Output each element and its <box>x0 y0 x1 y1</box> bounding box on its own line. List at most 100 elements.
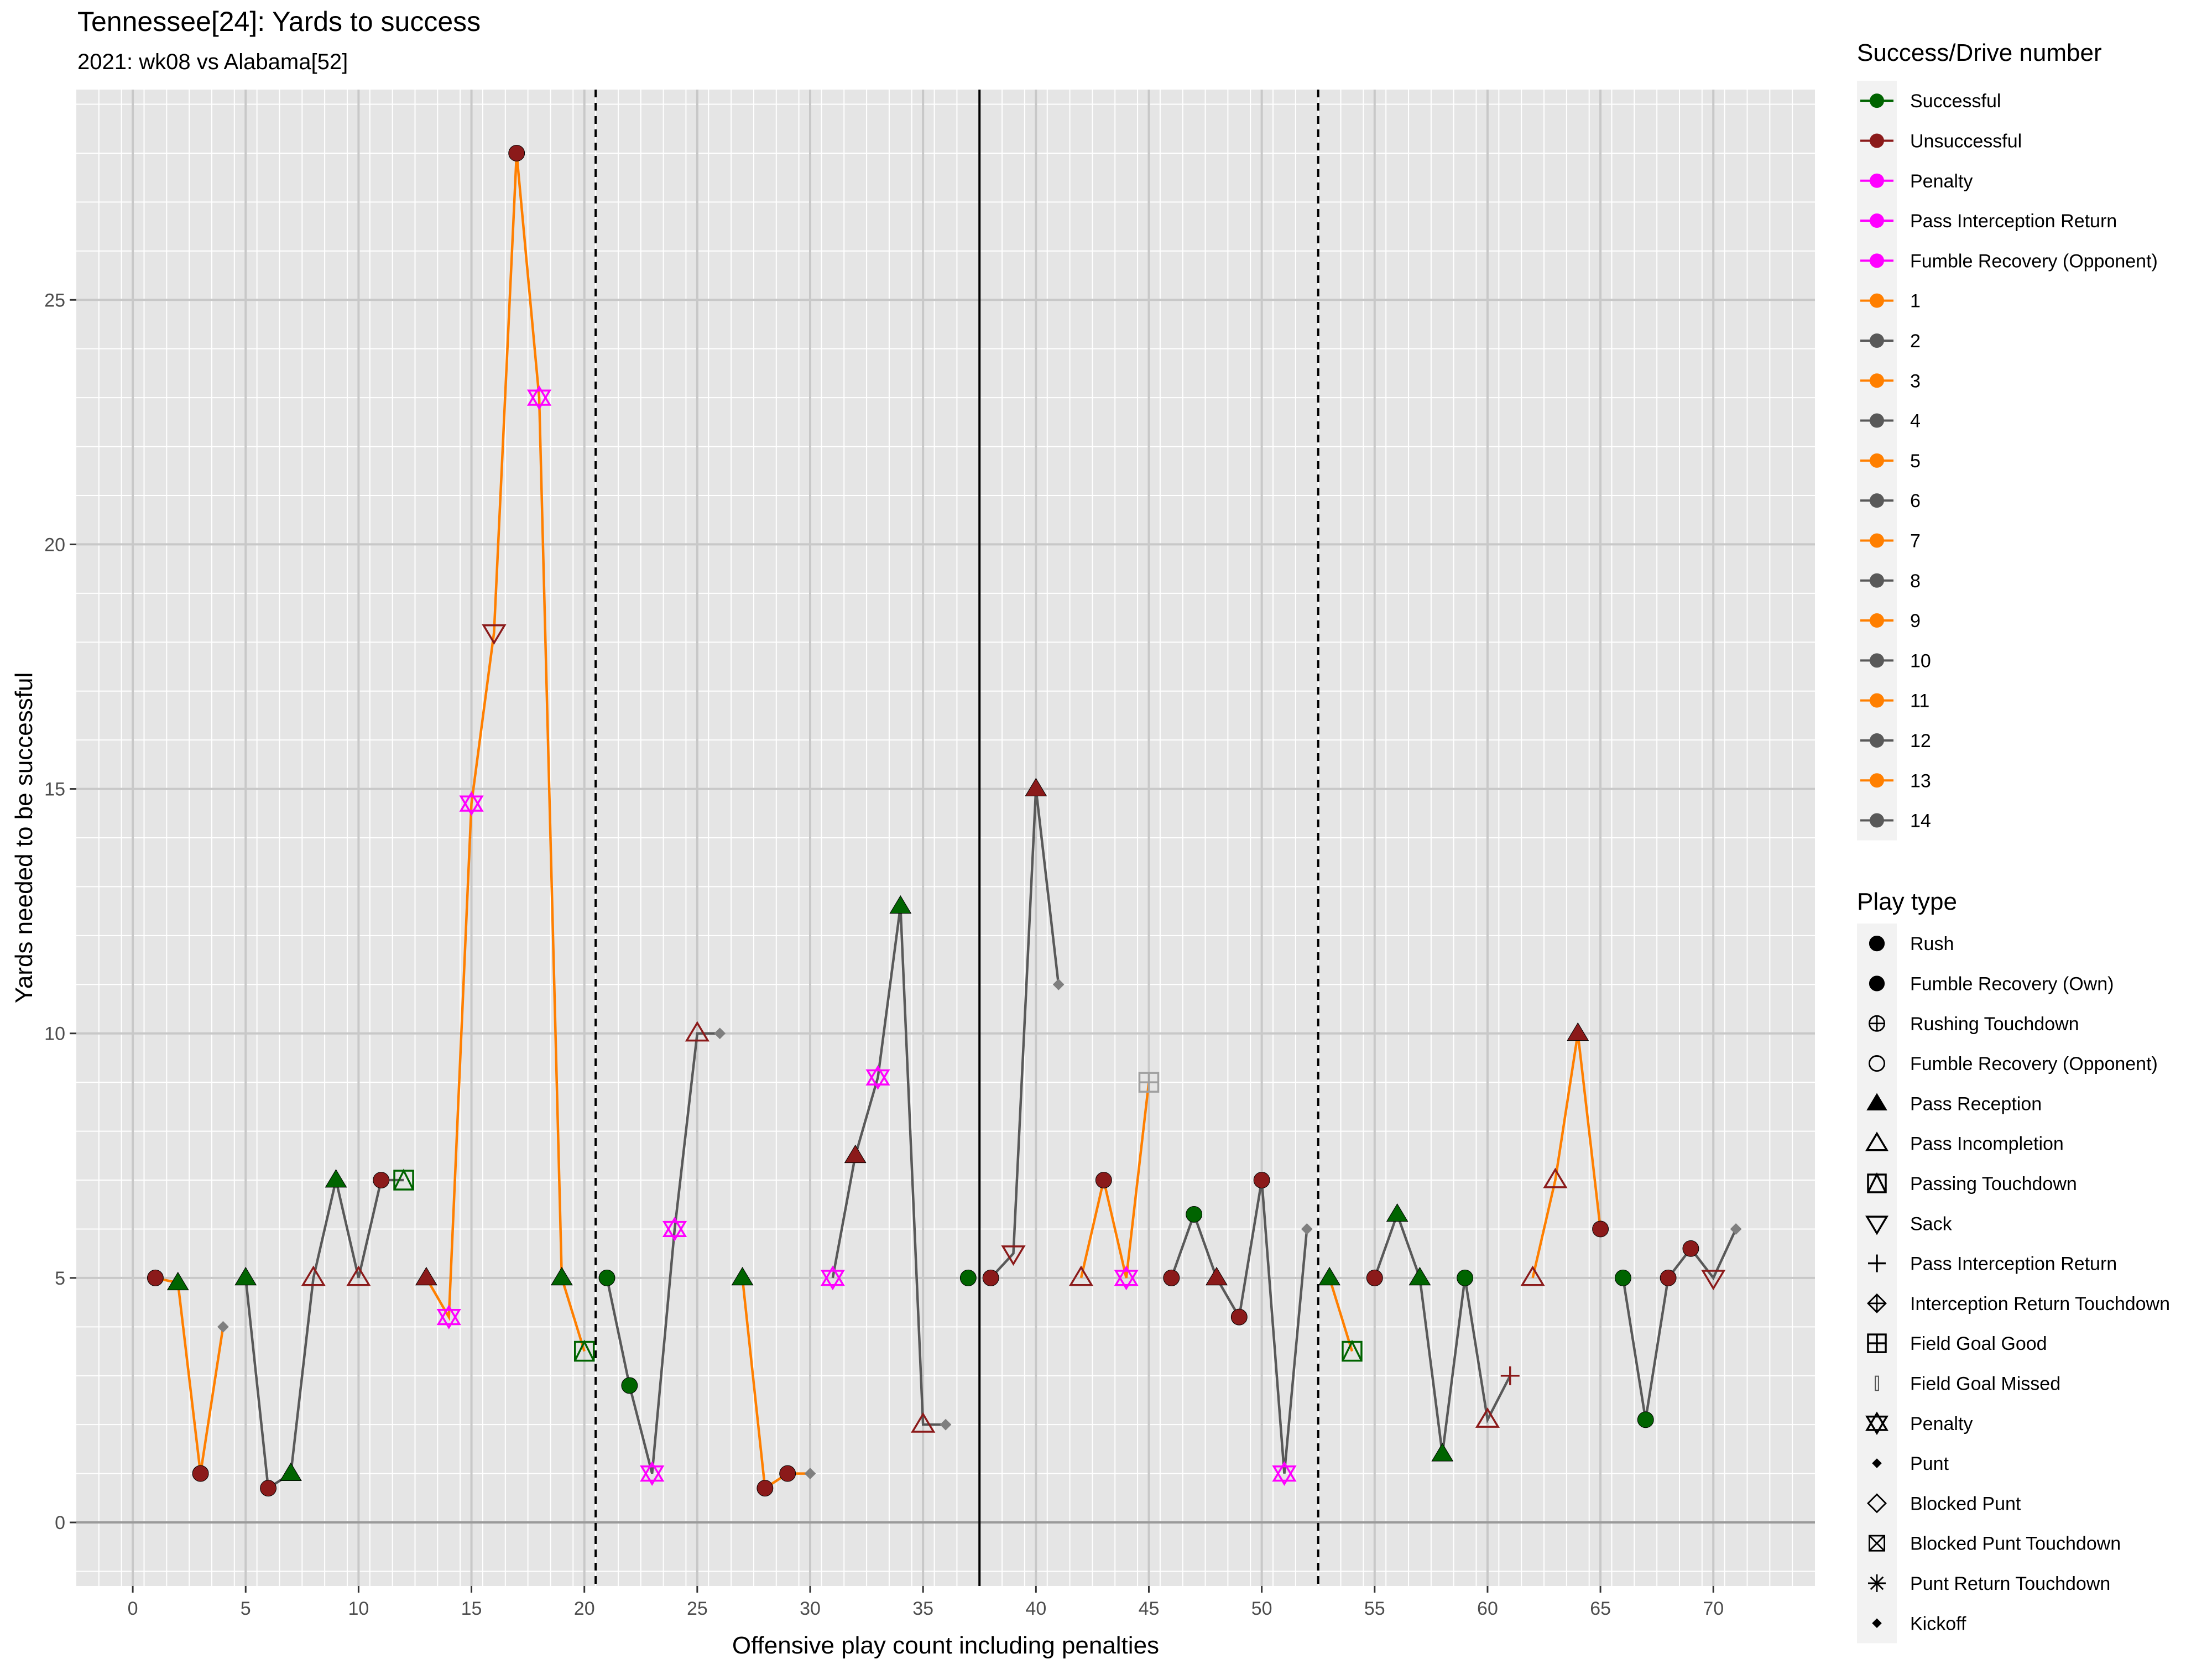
marker-shape <box>301 1265 326 1286</box>
marker-shape <box>1408 1266 1431 1286</box>
play-point-57 <box>1408 1266 1431 1286</box>
play-point-52 <box>1301 1223 1313 1235</box>
marker-shape <box>804 1468 816 1480</box>
marker-shape <box>1730 1223 1742 1235</box>
play-point-42 <box>1068 1265 1094 1286</box>
marker-shape <box>1870 1576 1884 1590</box>
legend-playtype-label: Pass Reception <box>1910 1093 2042 1114</box>
play-point-18 <box>526 385 552 410</box>
marker-shape <box>1230 1308 1248 1326</box>
marker-shape <box>1869 1535 1885 1552</box>
marker-shape <box>1868 1535 1885 1552</box>
x-tick-label: 60 <box>1477 1598 1498 1619</box>
legend-key-dot <box>1870 413 1884 428</box>
legend-success-label: 1 <box>1910 291 1921 312</box>
marker-shape <box>1682 1240 1699 1257</box>
marker-shape <box>166 1271 189 1291</box>
play-point-17 <box>508 145 525 161</box>
legend-success-label: 9 <box>1910 611 1921 632</box>
marker-shape <box>731 1266 754 1286</box>
x-tick-label: 50 <box>1251 1598 1272 1619</box>
play-point-58 <box>1431 1443 1454 1462</box>
legend-success-key-11 <box>1860 693 1893 708</box>
marker-shape <box>1095 1172 1112 1188</box>
marker-shape <box>820 1270 845 1291</box>
marker-shape <box>482 624 507 645</box>
play-point-62 <box>1520 1265 1545 1286</box>
play-point-1 <box>147 1269 164 1286</box>
marker-shape <box>1457 1269 1474 1286</box>
marker-shape <box>640 1465 665 1486</box>
legend-success-label: Pass Interception Return <box>1910 211 2117 232</box>
play-point-69 <box>1682 1240 1699 1257</box>
x-tick-label: 30 <box>800 1598 821 1619</box>
play-point-25 <box>685 1021 709 1042</box>
play-point-44 <box>1114 1265 1139 1291</box>
legend-playtype-label: Fumble Recovery (Own) <box>1910 973 2114 994</box>
legend-key-dot <box>1870 653 1884 668</box>
legend-success-label: Unsuccessful <box>1910 131 2022 152</box>
play-point-51 <box>1272 1461 1297 1486</box>
legend-playtype-key-blocked-punt <box>1867 1493 1887 1514</box>
x-tick-label: 20 <box>574 1598 595 1619</box>
play-point-37 <box>959 1269 977 1286</box>
legend-playtype-label: Field Goal Good <box>1910 1333 2047 1354</box>
marker-shape <box>574 1339 595 1361</box>
marker-shape <box>1865 1415 1889 1436</box>
marker-shape <box>373 1172 390 1188</box>
drive-line-3 <box>425 153 586 1352</box>
marker-shape <box>959 1269 977 1286</box>
marker-shape <box>393 1168 414 1190</box>
legend-playtype-label: Kickoff <box>1910 1613 1966 1634</box>
legend-key-dot <box>1870 613 1884 628</box>
drive-line-13 <box>1531 1033 1602 1279</box>
marker-shape <box>147 1269 164 1286</box>
marker-shape <box>1868 1055 1885 1072</box>
marker-shape <box>889 895 912 914</box>
marker-shape <box>662 1217 687 1238</box>
marker-shape <box>192 1465 209 1482</box>
marker-shape <box>1867 1172 1887 1193</box>
marker-shape <box>865 1065 890 1086</box>
play-point-38 <box>982 1269 999 1286</box>
legend-success-label: 12 <box>1910 731 1931 752</box>
marker-shape <box>436 1305 461 1326</box>
legend-playtype-label: Field Goal Missed <box>1910 1373 2060 1394</box>
legend-success-key-fumble-recovery-opponent- <box>1860 253 1893 268</box>
legend-playtype-key-field-goal-good <box>1867 1333 1887 1353</box>
legend-success-key-4 <box>1860 413 1893 428</box>
marker-shape <box>844 1144 867 1164</box>
drive-line-11 <box>1328 1277 1354 1352</box>
x-tick-label: 0 <box>128 1598 138 1619</box>
legend-success-label: 7 <box>1910 530 1921 551</box>
legend-success-key-9 <box>1860 613 1893 628</box>
marker-shape <box>1342 1339 1363 1361</box>
play-point-49 <box>1230 1308 1248 1326</box>
legend-success-label: 13 <box>1910 770 1931 791</box>
play-point-39 <box>1001 1245 1026 1266</box>
play-point-8 <box>301 1265 326 1286</box>
marker-shape <box>550 1266 573 1286</box>
x-tick-label: 35 <box>912 1598 933 1619</box>
play-point-29 <box>779 1465 796 1482</box>
legend-key-dot <box>1870 773 1884 788</box>
play-point-53 <box>1318 1266 1341 1286</box>
play-point-47 <box>1186 1206 1203 1223</box>
marker-shape <box>662 1220 687 1241</box>
marker-shape <box>1867 1493 1887 1514</box>
play-point-28 <box>757 1480 774 1497</box>
play-point-7 <box>279 1462 302 1481</box>
legend-success-key-14 <box>1860 813 1893 828</box>
play-point-64 <box>1567 1022 1589 1041</box>
legend-key-dot <box>1870 293 1884 308</box>
legend-playtype-label: Interception Return Touchdown <box>1910 1293 2170 1314</box>
play-point-54 <box>1342 1339 1363 1362</box>
marker-shape <box>1701 1270 1726 1291</box>
play-point-67 <box>1637 1411 1654 1428</box>
legend-success-key-unsuccessful <box>1860 133 1893 148</box>
legend-playtype-label: Penalty <box>1910 1413 1973 1434</box>
legend-success-key-5 <box>1860 453 1893 468</box>
y-axis-title: Yards needed to be successful <box>11 672 38 1003</box>
